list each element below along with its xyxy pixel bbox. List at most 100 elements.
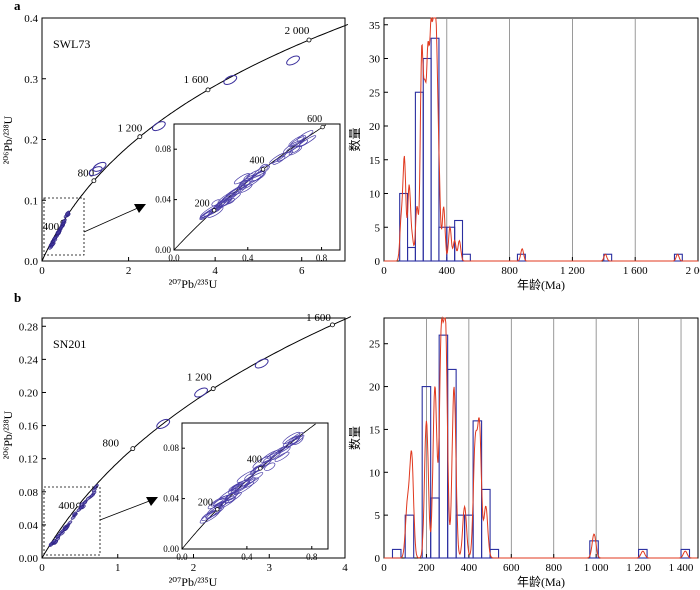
x-axis-label: ²⁰⁷Pb/²³⁵U	[169, 277, 218, 291]
inset-x-tick-label: 0.8	[316, 253, 328, 263]
x-tick-label: 400	[439, 265, 456, 277]
inset-ellipse	[243, 173, 255, 182]
age-marker	[330, 322, 335, 328]
inset-ellipse	[205, 505, 225, 519]
histogram-bar	[638, 548, 648, 559]
y-tick-label: 0.2	[24, 135, 38, 147]
histogram-panel-a: 0 400 800 1 200 1 600 2 000 0 5 10 15 20 25 30 35 年龄(M…	[347, 17, 700, 292]
age-marker	[210, 386, 216, 392]
panel-label: b	[14, 290, 21, 305]
x-axis-label: 年龄(Ma)	[517, 575, 565, 589]
inset-y-tick-label: 0.00	[155, 245, 171, 255]
inset-ellipse	[249, 171, 265, 182]
data-ellipse	[58, 225, 64, 230]
y-tick-label: 25	[369, 87, 381, 99]
y-tick-label: 20	[369, 382, 381, 394]
y-axis-label: 数量	[347, 426, 362, 450]
x-axis-label: 年龄(Ma)	[517, 278, 565, 292]
y-tick-label: 0	[375, 553, 381, 565]
inset-ellipse	[289, 145, 301, 154]
age-marker	[130, 446, 136, 452]
inset-ellipse	[286, 144, 298, 153]
data-ellipse	[52, 235, 58, 241]
inset-age-label: 200	[198, 497, 213, 508]
inset-ellipse	[290, 136, 305, 146]
histogram-bar	[421, 386, 432, 559]
data-ellipse	[194, 387, 208, 398]
age-label: 400	[58, 500, 75, 512]
inset-ellipse	[274, 451, 290, 462]
y-tick-label: 5	[375, 222, 381, 234]
y-tick-label: 15	[369, 424, 381, 436]
sample-label: SWL73	[53, 37, 90, 51]
inset-x-tick-label: 0.0	[176, 552, 188, 562]
inset-ellipse	[239, 175, 262, 190]
sample-label: SN201	[53, 337, 86, 351]
histogram-bar	[399, 192, 409, 262]
inset-plot: 0.0 0.4 0.8 0.00 0.04 0.08 200 400	[163, 422, 329, 562]
data-ellipse	[63, 526, 69, 531]
inset-ellipse	[288, 134, 306, 147]
inset-ellipse	[269, 152, 287, 164]
zoom-arrow	[99, 499, 153, 521]
y-axis-label: ²⁰⁶Pb/²³⁸U	[1, 410, 15, 459]
data-ellipse	[82, 500, 88, 506]
data-ellipse	[72, 511, 77, 516]
x-tick-label: 2	[126, 265, 132, 277]
concordia-panel-b: 0 1 2 3 4 0.00 0.04 0.08 0.12 0.16 0.20 0.24 0.28 400…	[19, 312, 352, 574]
x-tick-label: 0	[39, 562, 45, 574]
age-marker	[91, 178, 97, 184]
inset-ellipse	[244, 473, 254, 482]
age-density-curve	[384, 17, 698, 262]
inset-x-tick-label: 0.8	[306, 552, 318, 562]
inset-age-label: 200	[195, 198, 210, 209]
x-axis-label: ²⁰⁷Pb/²³⁵U	[169, 575, 218, 589]
histogram-bar	[516, 253, 526, 262]
histogram-bar	[589, 540, 599, 559]
y-tick-label: 0.24	[19, 354, 39, 366]
x-tick-label: 2	[191, 562, 197, 574]
data-ellipse	[223, 74, 238, 85]
inset-age-marker	[258, 466, 263, 471]
y-axis-label: ²⁰⁶Pb/²³⁸U	[1, 115, 15, 164]
y-tick-label: 25	[369, 339, 381, 351]
data-ellipse	[56, 230, 61, 235]
y-tick-label: 0.20	[19, 387, 39, 399]
y-tick-label: 0.3	[24, 74, 38, 86]
inset-ellipse	[210, 494, 229, 507]
inset-x-tick-label: 0.0	[168, 253, 180, 263]
x-tick-label: 0	[381, 265, 387, 277]
data-ellipse	[93, 484, 99, 489]
x-tick-label: 6	[299, 265, 305, 277]
inset-ellipse	[272, 155, 286, 165]
panel-label: a	[14, 0, 21, 13]
data-ellipse	[286, 55, 300, 66]
inset-ellipse	[230, 480, 250, 494]
data-ellipse	[61, 218, 67, 224]
arrow-head	[146, 497, 158, 506]
y-tick-label: 20	[369, 121, 381, 133]
inset-ellipse	[217, 188, 240, 203]
data-ellipse	[48, 245, 54, 250]
age-label: 1 200	[187, 372, 212, 384]
zoom-arrow	[83, 206, 141, 233]
inset-ellipse	[264, 462, 276, 471]
inset-ellipse	[207, 495, 228, 510]
inset-plot: 0.0 0.4 0.8 0.00 0.04 0.08 200 400 600	[155, 114, 341, 263]
x-tick-label: 200	[418, 562, 435, 574]
y-tick-label: 0.28	[19, 321, 39, 333]
data-ellipse	[65, 211, 70, 216]
inset-age-label: 400	[247, 454, 262, 465]
x-tick-label: 2 000	[686, 265, 700, 277]
x-tick-label: 800	[545, 562, 562, 574]
x-tick-label: 1 200	[626, 562, 651, 574]
x-tick-label: 400	[461, 562, 478, 574]
y-tick-label: 0.00	[19, 553, 39, 565]
inset-y-tick-label: 0.00	[163, 544, 179, 554]
data-ellipse	[79, 505, 84, 510]
data-ellipse	[92, 161, 107, 172]
age-label: 400	[43, 221, 60, 233]
histogram-bar	[404, 514, 415, 559]
